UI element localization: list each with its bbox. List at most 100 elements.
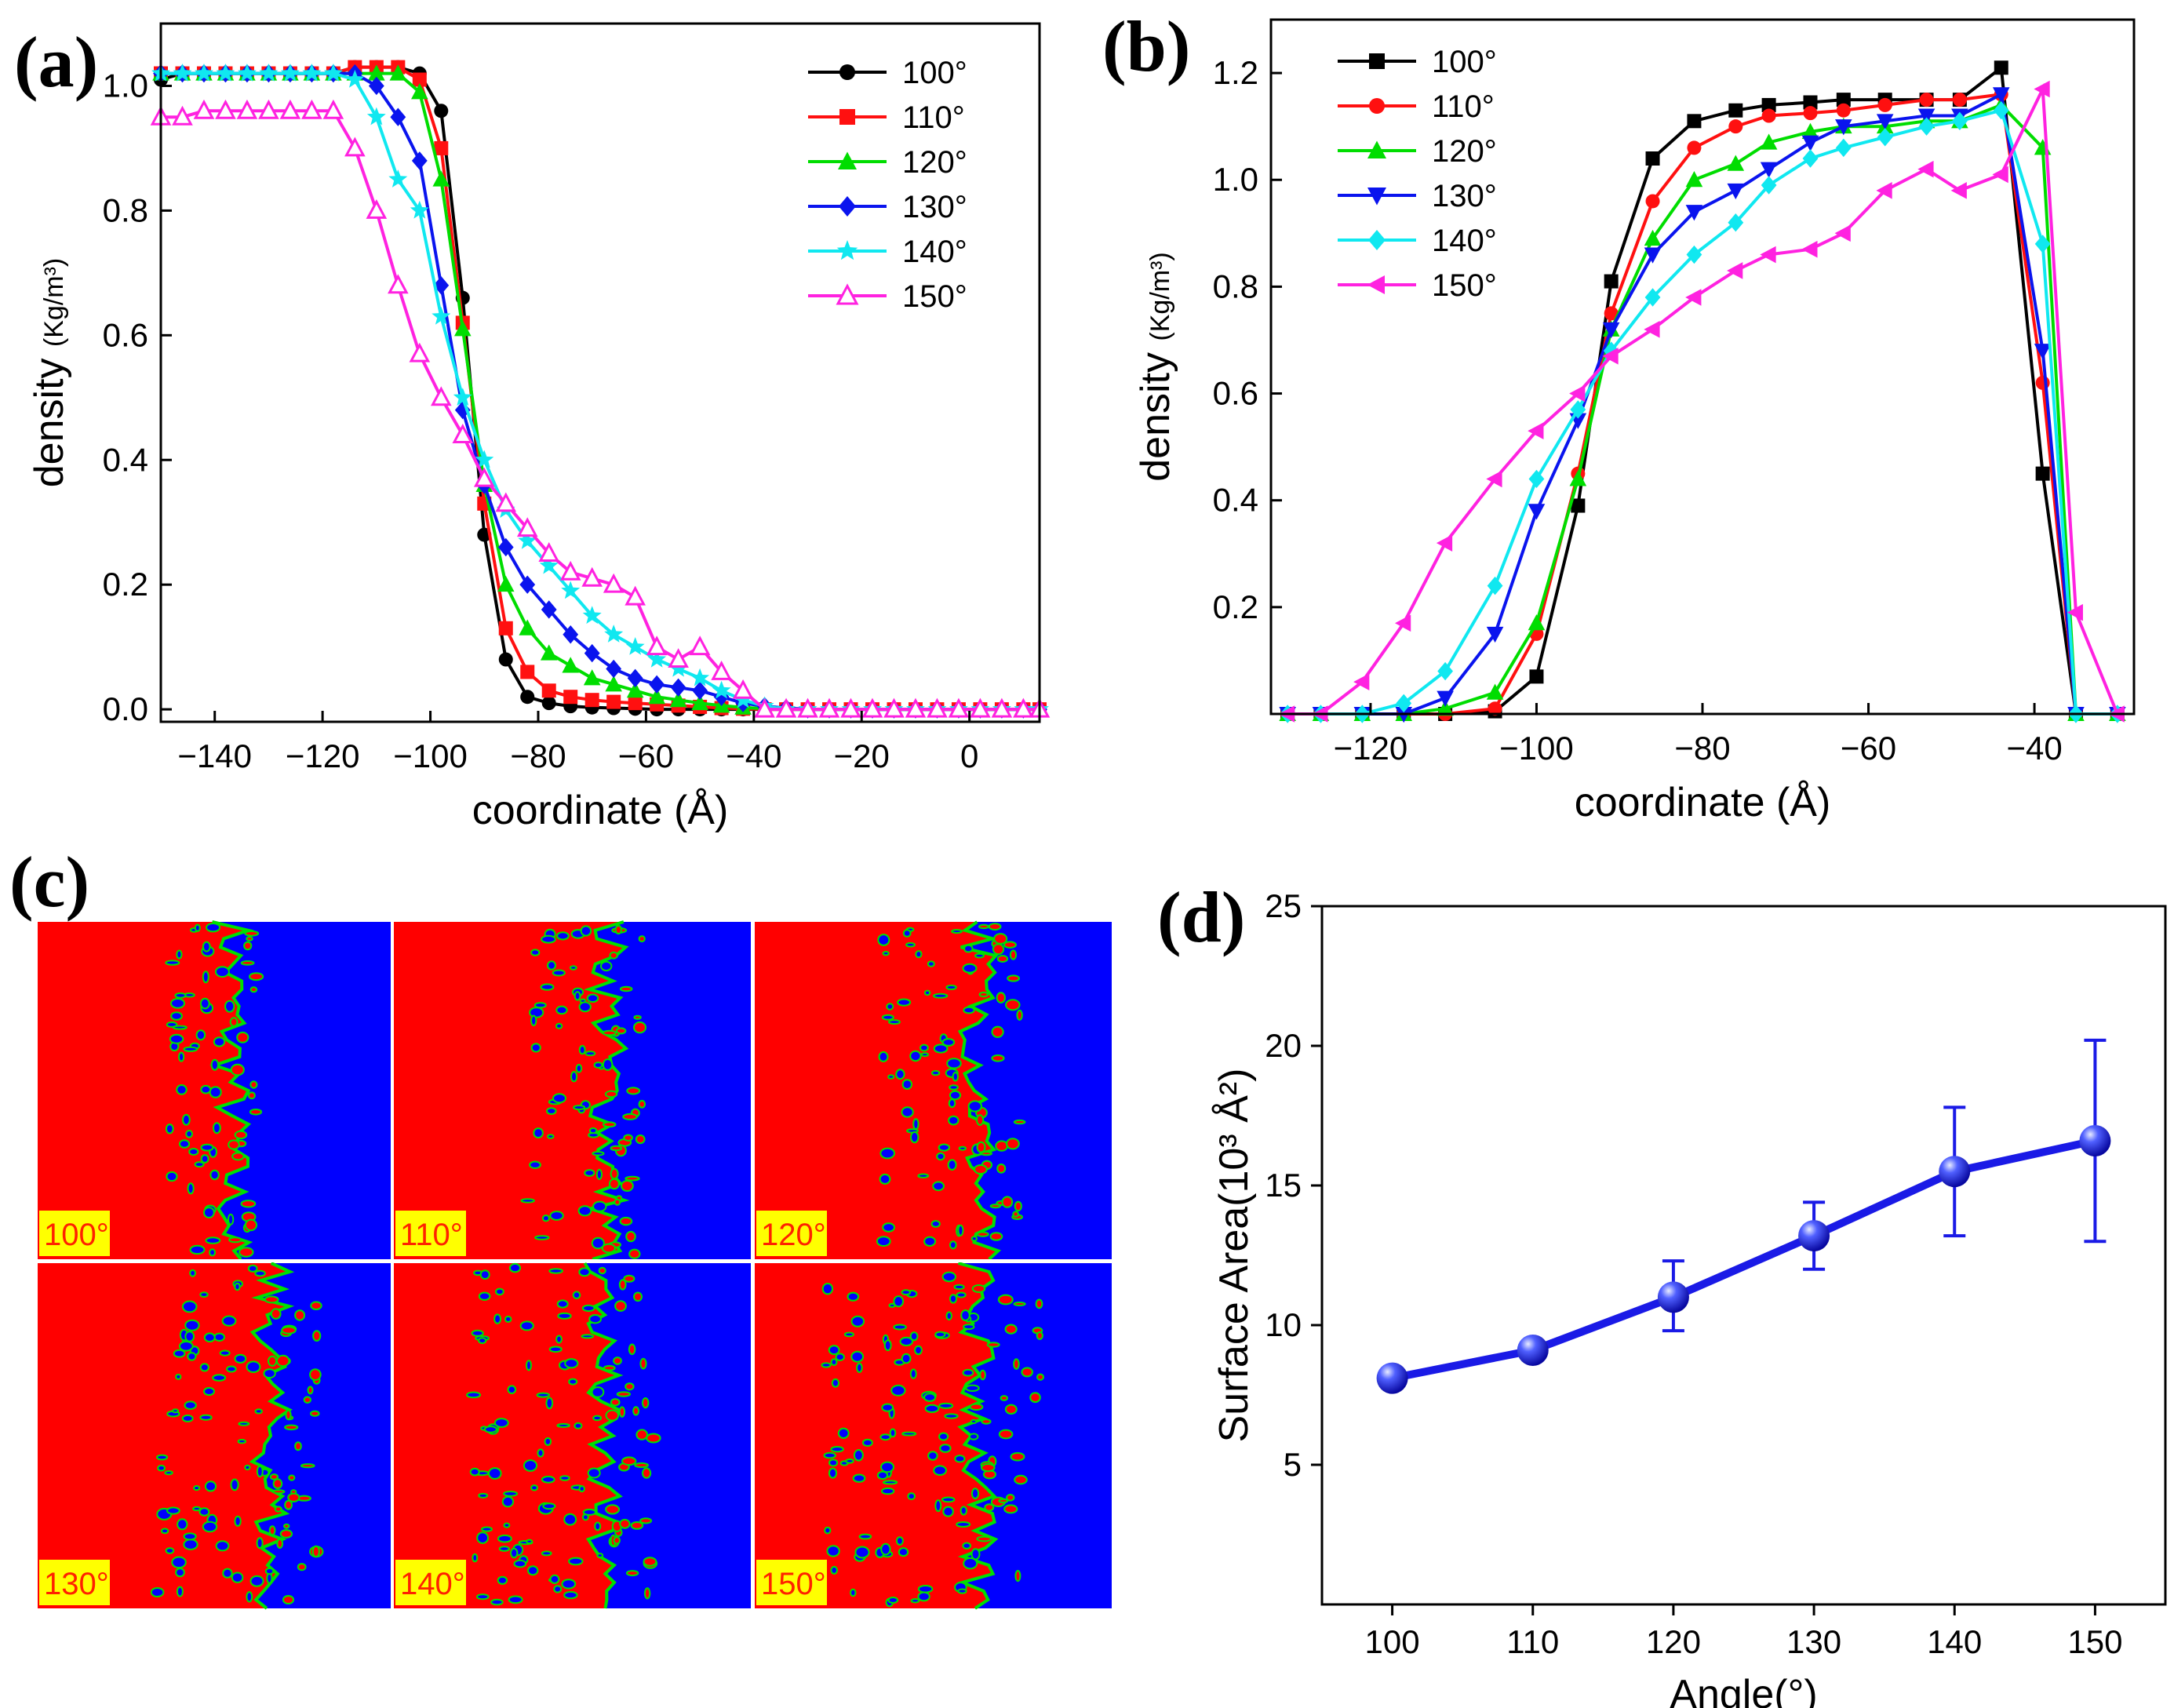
droplet: [633, 1291, 643, 1302]
droplet: [303, 1396, 311, 1404]
data-point: [1376, 1362, 1408, 1394]
droplet: [270, 1308, 282, 1320]
phase-interface: [249, 1262, 295, 1610]
droplet: [595, 1168, 603, 1181]
data-point: [345, 69, 365, 88]
droplet: [826, 1545, 840, 1557]
droplet: [187, 1182, 195, 1195]
droplet: [1001, 1196, 1014, 1208]
data-point: [538, 542, 560, 562]
data-point: [280, 64, 300, 82]
droplet: [888, 1019, 901, 1025]
droplet: [526, 1539, 533, 1545]
data-point: [388, 169, 408, 188]
droplet: [941, 1271, 957, 1283]
droplet: [905, 941, 916, 948]
droplet: [954, 1455, 966, 1463]
data-point: [1486, 626, 1504, 643]
legend-label: 100°: [1432, 45, 1497, 79]
data-point: [1644, 229, 1662, 246]
droplet: [981, 1463, 996, 1473]
droplet: [594, 1521, 602, 1531]
droplet: [1036, 1373, 1044, 1381]
data-point: [692, 681, 708, 700]
droplet: [1013, 1358, 1020, 1370]
droplet: [887, 1597, 899, 1604]
droplet: [821, 1283, 834, 1295]
droplet: [592, 1200, 607, 1212]
data-point: [1687, 140, 1702, 155]
droplet: [268, 1355, 278, 1367]
droplet: [901, 1079, 913, 1090]
droplet: [472, 1553, 479, 1563]
droplet: [1014, 1200, 1022, 1212]
y-tick-label: 0.4: [1213, 482, 1258, 519]
droplet: [493, 1418, 509, 1428]
data-point: [216, 64, 235, 82]
droplet: [568, 1557, 584, 1566]
droplet: [284, 1424, 299, 1431]
data-point: [1992, 87, 2010, 104]
y-axis-label: density (Kg/m³): [1133, 252, 1178, 482]
x-tick-label: −80: [1674, 730, 1730, 767]
droplet: [203, 1386, 215, 1397]
data-point: [1645, 151, 1660, 166]
droplet: [909, 1368, 917, 1379]
droplet: [227, 1213, 235, 1225]
droplet: [165, 1547, 175, 1554]
droplet: [951, 929, 963, 934]
droplet: [274, 1506, 282, 1513]
droplet: [497, 1534, 512, 1543]
droplet: [243, 941, 253, 951]
droplet: [991, 1025, 1004, 1039]
droplet: [588, 1314, 602, 1324]
data-point: [754, 697, 775, 718]
droplet: [244, 930, 260, 937]
droplet: [200, 1084, 212, 1094]
droplet: [534, 1235, 550, 1240]
droplet: [837, 1427, 850, 1440]
droplet: [529, 1160, 541, 1169]
droplet: [194, 923, 201, 932]
droplet: [615, 1027, 627, 1035]
droplet: [544, 1437, 552, 1446]
series-line: [1287, 103, 2118, 716]
panel-label: (a): [14, 22, 98, 102]
droplet: [879, 1433, 891, 1441]
droplet: [471, 1329, 484, 1337]
x-tick-label: −120: [1334, 730, 1408, 767]
droplet: [171, 1556, 187, 1569]
series-line: [1391, 1137, 2096, 1382]
droplet: [991, 1054, 1005, 1062]
droplet: [622, 1113, 638, 1120]
data-point: [1801, 135, 1819, 151]
droplet: [858, 1533, 872, 1540]
droplet: [578, 1001, 592, 1013]
droplet: [249, 1109, 263, 1116]
x-tick-label: −40: [2006, 730, 2062, 767]
legend-marker: [836, 283, 859, 305]
droplet: [184, 1319, 200, 1331]
droplet: [279, 1529, 293, 1539]
droplet: [284, 1499, 293, 1510]
droplet: [854, 1546, 870, 1559]
data-point: [1645, 194, 1660, 209]
tile-label-bg: [756, 1211, 827, 1256]
data-point: [626, 682, 644, 698]
droplet: [638, 1099, 646, 1109]
droplet: [541, 1550, 552, 1557]
droplet: [625, 1175, 640, 1182]
droplet: [1013, 1119, 1026, 1125]
droplet: [619, 1216, 633, 1226]
droplet: [563, 1590, 578, 1600]
data-point: [1487, 576, 1503, 595]
droplet: [902, 929, 912, 938]
data-point: [452, 424, 474, 443]
droplet: [830, 1358, 838, 1367]
droplet: [247, 1091, 256, 1100]
droplet: [309, 1368, 322, 1381]
droplet: [497, 1575, 508, 1585]
droplet: [623, 1134, 633, 1142]
data-point: [1877, 97, 1892, 112]
data-point: [646, 635, 668, 656]
